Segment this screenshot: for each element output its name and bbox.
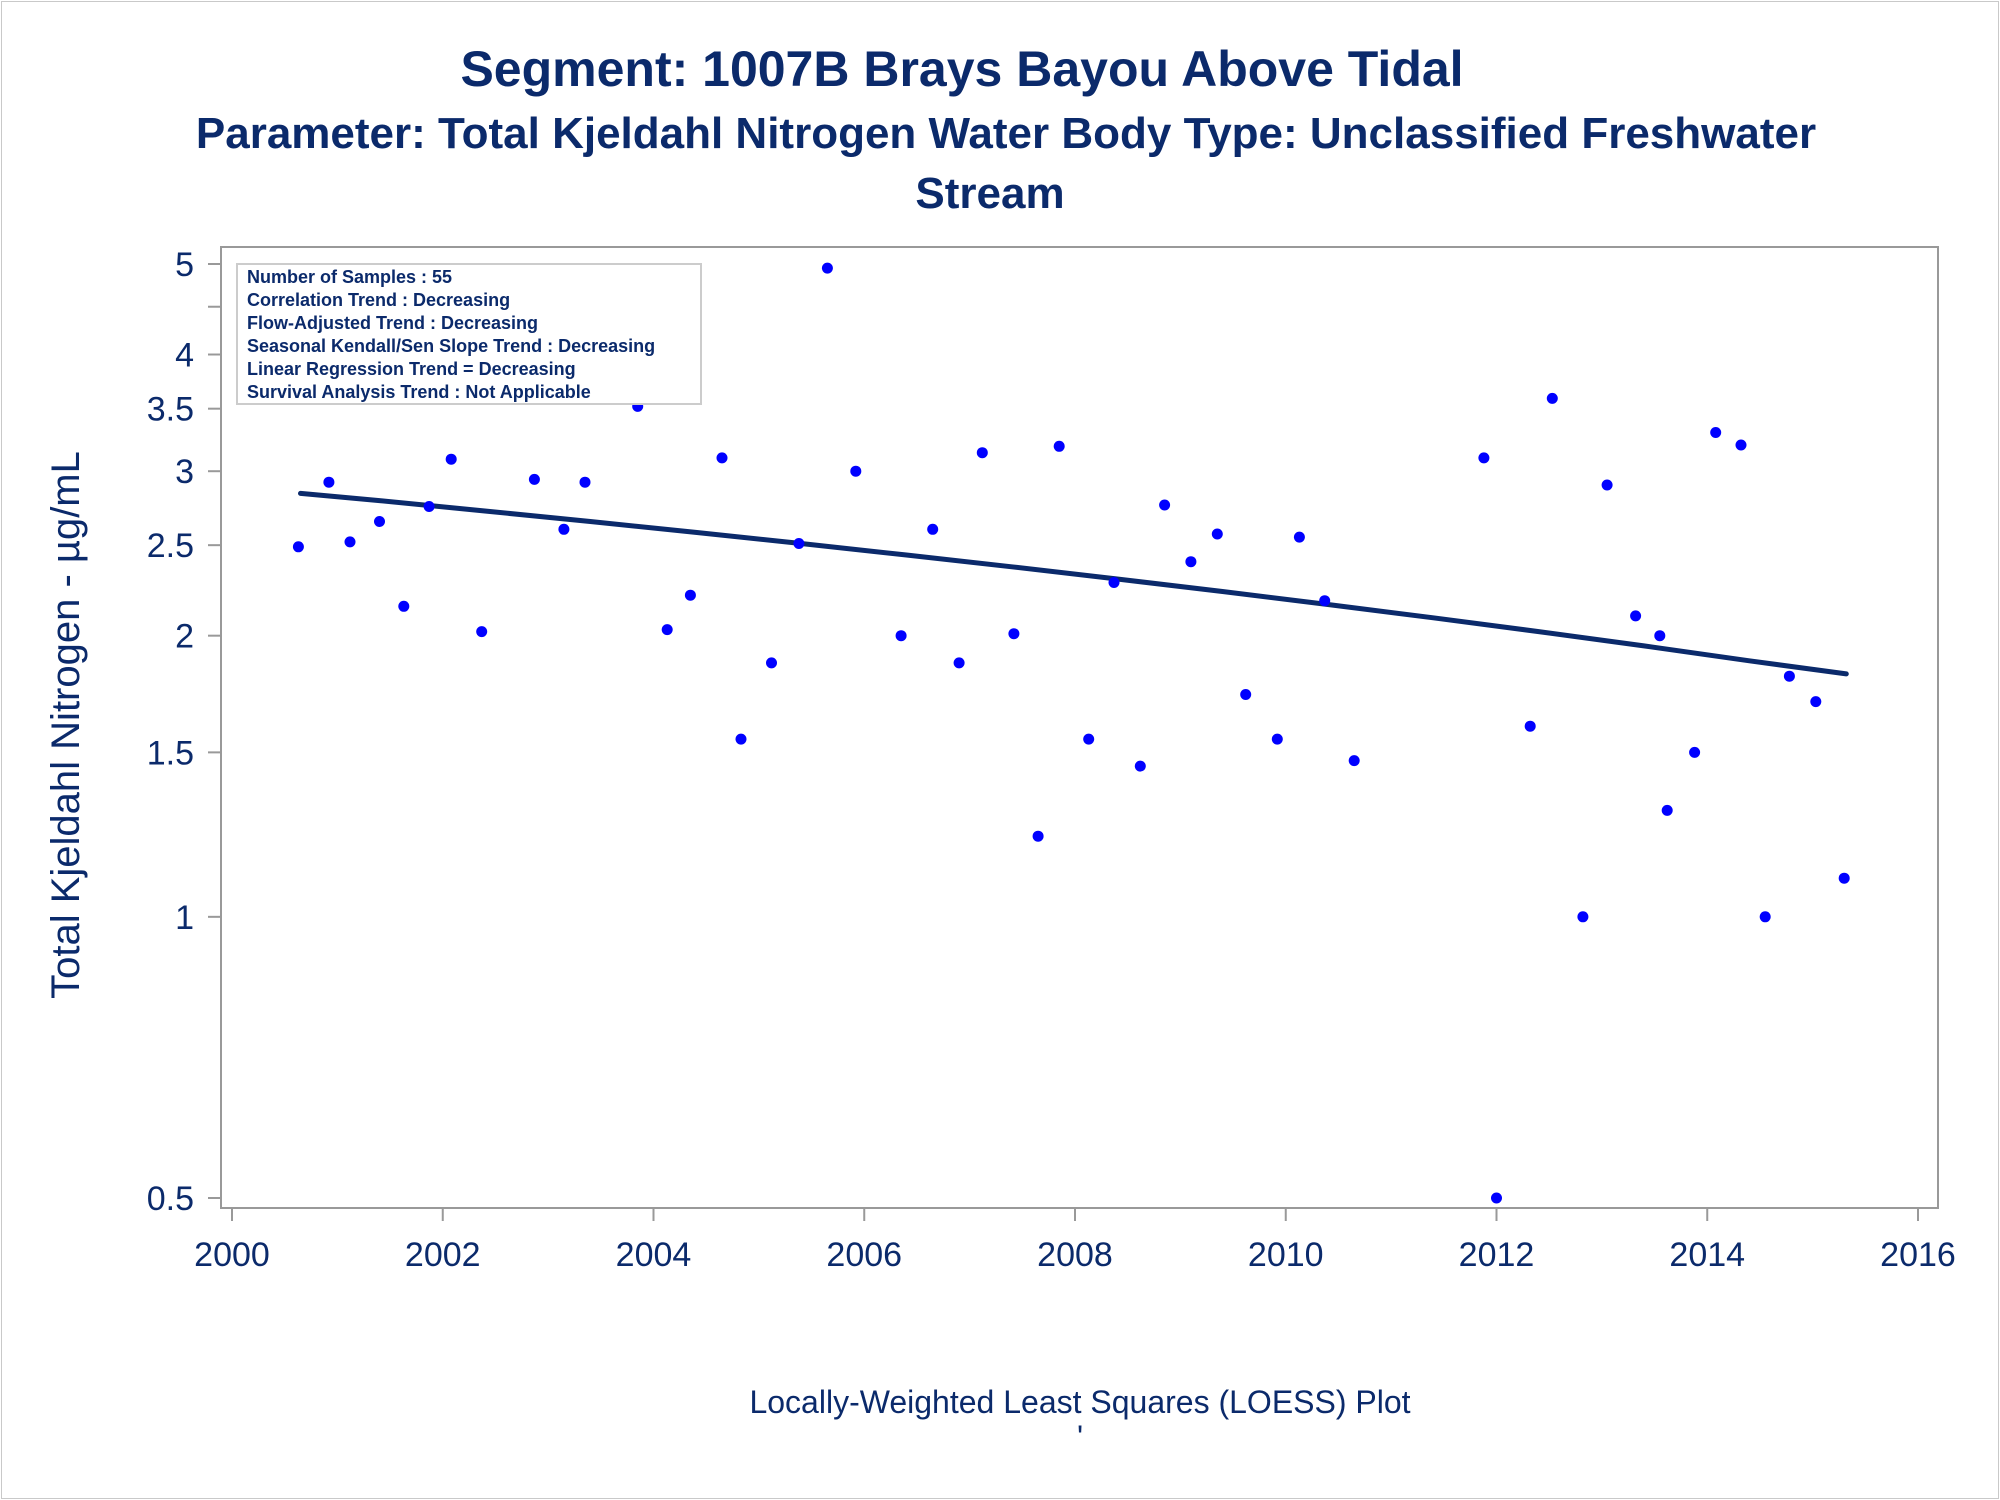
points-layer — [292, 262, 1850, 1204]
data-point — [895, 630, 907, 642]
x-tick-label: 2006 — [826, 1236, 902, 1274]
chart-title: Segment: 1007B Brays Bayou Above Tidal — [460, 41, 1463, 97]
data-point — [374, 516, 385, 527]
stats-inset-line-5: Linear Regression Trend = Decreasing — [247, 359, 576, 379]
data-point — [1293, 531, 1305, 543]
data-point — [1083, 733, 1095, 745]
data-point — [793, 538, 805, 549]
data-point — [1053, 440, 1065, 452]
loess-trend-line — [298, 490, 1849, 677]
x-tick-label: 2004 — [616, 1236, 692, 1274]
data-point — [1211, 528, 1223, 540]
stats-inset-line-3: Flow-Adjusted Trend : Decreasing — [247, 313, 538, 333]
data-point — [344, 536, 356, 548]
chart-subtitle-line-2: Stream — [915, 169, 1064, 218]
data-point — [1108, 577, 1120, 588]
stats-inset-line-1: Number of Samples : 55 — [247, 267, 452, 287]
x-tick-label: 2002 — [405, 1236, 481, 1274]
x-tick-label: 2012 — [1459, 1236, 1535, 1274]
chart-footnote-mark: ' — [1077, 1419, 1083, 1455]
data-point — [1134, 760, 1146, 772]
data-point — [1735, 439, 1747, 451]
data-point — [1271, 733, 1283, 745]
data-point — [558, 523, 570, 535]
data-point — [528, 473, 540, 485]
trend-layer — [298, 490, 1849, 677]
data-point — [1630, 610, 1642, 622]
data-point — [976, 447, 988, 459]
y-tick-label: 2.5 — [147, 527, 194, 565]
data-point — [1759, 911, 1771, 923]
y-axis-label: Total Kjeldahl Nitrogen - µg/mL — [44, 451, 88, 999]
data-point — [323, 476, 335, 488]
stats-inset-line-4: Seasonal Kendall/Sen Slope Trend : Decre… — [247, 336, 655, 356]
data-point — [661, 624, 673, 636]
data-point — [850, 465, 862, 477]
data-point — [1478, 452, 1490, 464]
data-point — [766, 657, 777, 669]
data-point — [1810, 696, 1822, 708]
stats-inset: Number of Samples : 55 Correlation Trend… — [236, 263, 702, 405]
y-tick-label: 3 — [175, 453, 194, 491]
data-point — [1159, 499, 1171, 511]
data-point — [1601, 479, 1613, 491]
data-point — [1710, 427, 1722, 438]
stats-inset-line-6: Survival Analysis Trend : Not Applicable — [247, 382, 591, 402]
data-point — [1491, 1192, 1502, 1204]
stats-inset-line-2: Correlation Trend : Decreasing — [247, 290, 510, 310]
data-point — [716, 452, 728, 464]
data-point — [1185, 556, 1197, 568]
y-tick-label: 1.5 — [147, 734, 194, 772]
y-tick-label: 2 — [175, 618, 194, 656]
data-point — [398, 600, 410, 612]
data-point — [476, 626, 488, 638]
x-tick-label: 2016 — [1880, 1236, 1956, 1274]
x-tick-label: 2000 — [194, 1236, 270, 1274]
data-point — [1689, 746, 1701, 758]
data-point — [1661, 804, 1673, 816]
stats-inset-box — [236, 263, 702, 405]
y-axis: 0.5 1 1.5 2 2.5 3 3.5 4 5 — [147, 246, 221, 1218]
data-point — [1524, 720, 1536, 732]
y-tick-label: 0.5 — [147, 1180, 194, 1218]
y-tick-label: 5 — [175, 246, 194, 284]
data-point — [1577, 911, 1589, 923]
x-tick-label: 2010 — [1248, 1236, 1324, 1274]
data-point — [1032, 830, 1044, 842]
data-point — [821, 262, 833, 274]
data-point — [1654, 630, 1666, 642]
data-point — [445, 453, 457, 465]
chart-subtitle-line-1: Parameter: Total Kjeldahl Nitrogen Water… — [196, 109, 1816, 158]
chart-footnote: Locally-Weighted Least Squares (LOESS) P… — [749, 1384, 1410, 1420]
y-tick-label: 1 — [175, 899, 194, 937]
data-point — [1319, 595, 1331, 607]
x-tick-label: 2008 — [1037, 1236, 1113, 1274]
data-point — [579, 476, 591, 488]
y-tick-label: 3.5 — [147, 391, 194, 429]
data-point — [927, 523, 939, 535]
data-point — [1008, 628, 1020, 640]
x-tick-label: 2014 — [1669, 1236, 1745, 1274]
plot-area — [220, 246, 1939, 1209]
y-tick-label: 4 — [175, 337, 194, 375]
data-point — [1838, 872, 1850, 884]
data-point — [1783, 670, 1795, 682]
data-point — [292, 541, 304, 553]
data-point — [953, 657, 965, 669]
data-point — [1348, 755, 1360, 767]
data-point — [423, 501, 435, 512]
data-point — [1546, 392, 1558, 404]
data-point — [684, 589, 696, 601]
x-axis: 2000 2002 2004 2006 2008 2010 2012 2014 2016 — [194, 1208, 1956, 1274]
data-point — [735, 733, 747, 745]
data-point — [1240, 689, 1252, 700]
